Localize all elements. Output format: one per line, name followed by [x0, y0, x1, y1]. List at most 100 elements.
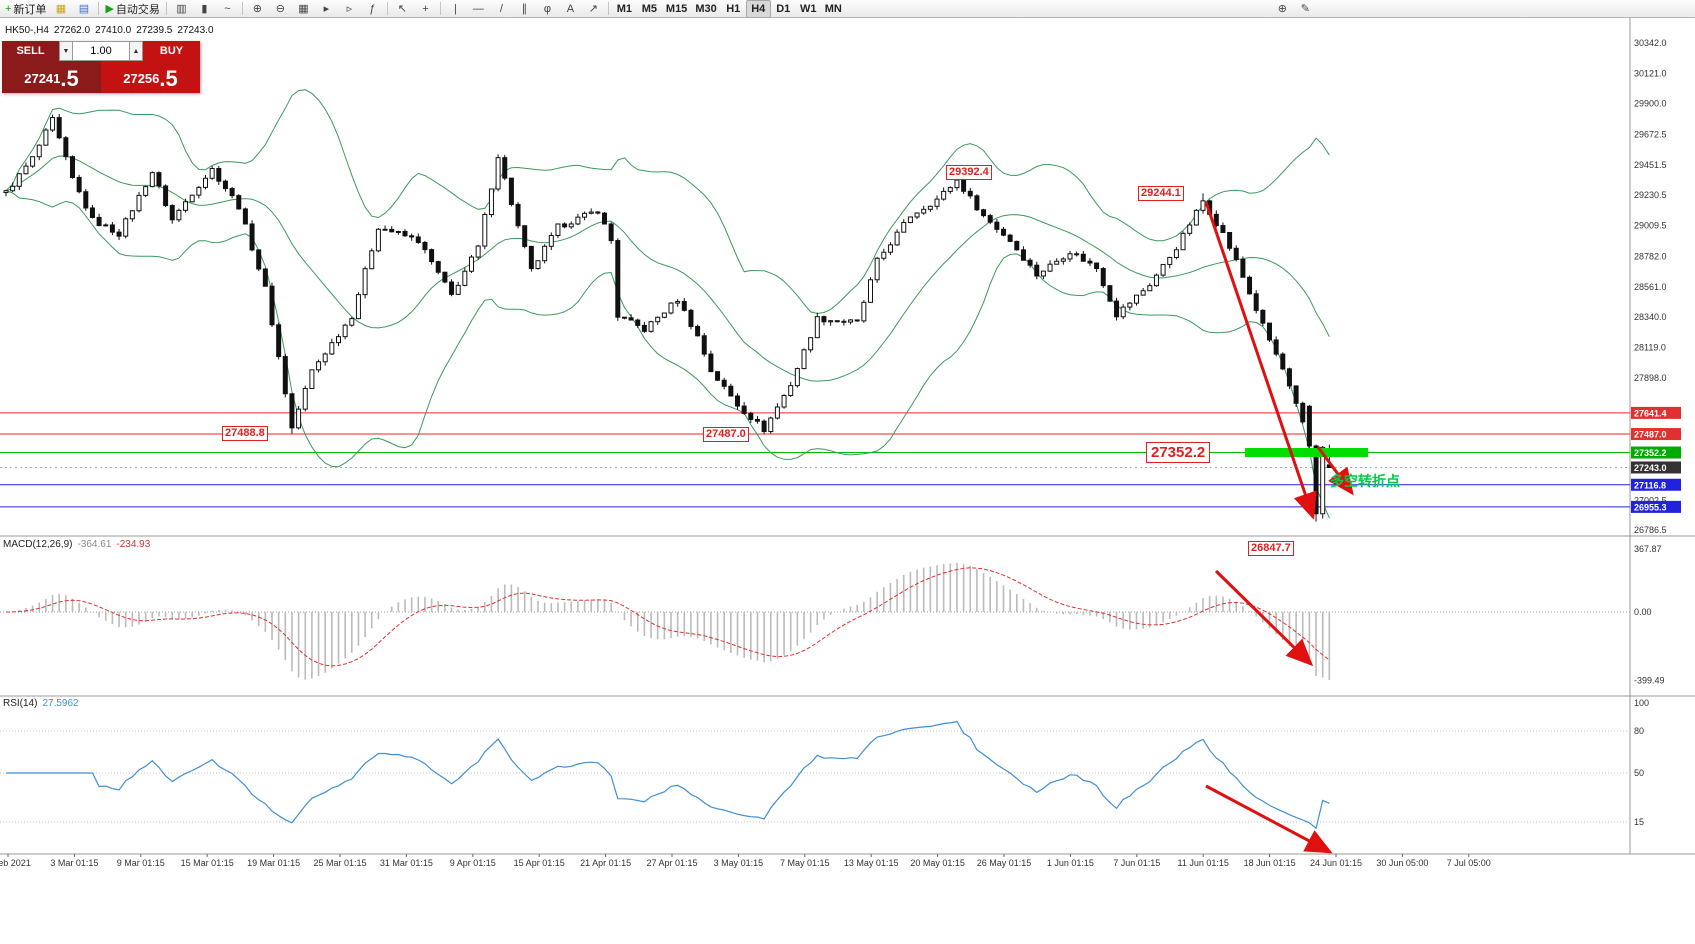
- timeframe-w1-button-label: W1: [799, 2, 817, 15]
- zoom-in-button[interactable]: ⊕: [246, 0, 269, 18]
- price-axis-tag-text: 27641.4: [1634, 408, 1667, 418]
- buy-price-display[interactable]: 27256.5: [101, 61, 200, 93]
- price-axis-tag: [1631, 478, 1681, 491]
- bar-chart-button[interactable]: ▥: [170, 0, 193, 18]
- new-order-button[interactable]: + 新订单: [2, 0, 49, 18]
- macd-axis-tick: 367.87: [1634, 544, 1662, 554]
- rsi-line: [6, 720, 1330, 830]
- profiles-button[interactable]: ▤: [72, 0, 95, 18]
- price-axis-tick: 26786.5: [1634, 525, 1667, 535]
- rsi-indicator-label: RSI(14) 27.5962: [3, 698, 79, 709]
- buy-price-pips: .5: [159, 66, 178, 91]
- volume-increase-button[interactable]: ▲: [129, 41, 143, 61]
- channel-icon: ∥: [521, 2, 528, 15]
- price-label-annotation[interactable]: 26847.7: [1248, 541, 1294, 556]
- price-label-annotation[interactable]: 29392.4: [946, 165, 992, 180]
- timeframe-d1-button[interactable]: D1: [771, 0, 796, 18]
- rsi-axis-tick: 15: [1634, 817, 1644, 827]
- toolbar-separator: [241, 2, 243, 15]
- cursor-button[interactable]: ↖: [391, 0, 414, 18]
- timeframe-h1-button[interactable]: H1: [721, 0, 746, 18]
- time-axis-label: 3 May 01:15: [714, 858, 764, 868]
- highlight-zone[interactable]: [1245, 448, 1368, 458]
- rsi-value: 27.5962: [42, 698, 79, 709]
- price-label-annotation[interactable]: 27488.8: [222, 426, 268, 441]
- buy-price-main: 27256: [123, 71, 160, 86]
- arrows-button[interactable]: ↗: [582, 0, 605, 18]
- sell-price-display[interactable]: 27241.5: [2, 61, 101, 93]
- text-button[interactable]: A: [559, 0, 582, 18]
- time-axis-label: 1 Jun 01:15: [1047, 858, 1094, 868]
- price-axis-tick: 28782.0: [1634, 252, 1667, 262]
- candlestick-chart-button[interactable]: ▮: [193, 0, 216, 18]
- time-axis-label: 15 Apr 01:15: [514, 858, 565, 868]
- fibonacci-button[interactable]: φ: [536, 0, 559, 18]
- timeframe-m1-button[interactable]: M1: [612, 0, 637, 18]
- time-axis-label: 9 Mar 01:15: [117, 858, 165, 868]
- price-axis[interactable]: [1630, 18, 1695, 854]
- price-axis-tag-text: 27243.0: [1634, 463, 1667, 473]
- price-axis-tick: 29451.5: [1634, 160, 1667, 170]
- trend-arrow-annotation[interactable]: [1214, 569, 1314, 667]
- price-axis-tick: 30121.0: [1634, 68, 1667, 78]
- tile-windows-button[interactable]: ▦: [292, 0, 315, 18]
- price-axis-tick: 29672.5: [1634, 130, 1667, 140]
- price-axis-tag: [1631, 500, 1681, 513]
- crosshair-button[interactable]: +: [414, 0, 437, 18]
- timeframe-d1-button-label: D1: [776, 2, 791, 15]
- timeframe-m5-button[interactable]: M5: [637, 0, 662, 18]
- horizontal-line-icon: —: [472, 2, 484, 15]
- zoom-out-button[interactable]: ⊖: [269, 0, 292, 18]
- price-axis-tag: [1631, 446, 1681, 459]
- trendline-button[interactable]: /: [490, 0, 513, 18]
- indicators-button[interactable]: ƒ: [361, 0, 384, 18]
- price-axis-tag-text: 27487.0: [1634, 430, 1667, 440]
- text-icon: A: [566, 2, 575, 15]
- auto-trading-icon: ▶: [105, 2, 114, 15]
- volume-decrease-button[interactable]: ▼: [59, 41, 73, 61]
- timeframe-m30-button-label: M30: [695, 2, 717, 15]
- auto-trading-button[interactable]: ▶ 自动交易: [102, 0, 162, 18]
- timeframe-mn-button[interactable]: MN: [821, 0, 846, 18]
- time-axis-label: 7 Jul 05:00: [1447, 858, 1491, 868]
- time-axis-label: 25 Mar 01:15: [313, 858, 366, 868]
- time-axis-label: 13 May 01:15: [844, 858, 899, 868]
- channel-button[interactable]: ∥: [513, 0, 536, 18]
- sell-button[interactable]: SELL: [2, 41, 59, 61]
- line-chart-button[interactable]: ~: [216, 0, 239, 18]
- price-axis-tag-text: 27352.2: [1634, 448, 1667, 458]
- trend-arrow-annotation[interactable]: [1205, 784, 1333, 854]
- chart-shift-button[interactable]: ▹: [338, 0, 361, 18]
- timeframe-m30-button[interactable]: M30: [691, 0, 720, 18]
- timeframe-w1-button[interactable]: W1: [796, 0, 821, 18]
- rsi-axis-tick: 80: [1634, 726, 1644, 736]
- toolbar-separator: [386, 2, 388, 15]
- trend-arrow-annotation[interactable]: [1204, 201, 1317, 520]
- candlestick-chart-icon: ▮: [201, 2, 208, 15]
- timeframe-h4-button[interactable]: H4: [745, 0, 771, 18]
- price-label-annotation[interactable]: 27352.2: [1146, 442, 1211, 463]
- price-label-annotation[interactable]: 27487.0: [703, 427, 749, 442]
- price-label-annotation[interactable]: 29244.1: [1138, 186, 1184, 201]
- magnifier-button[interactable]: ⊕: [1271, 0, 1294, 18]
- timeframe-m15-button[interactable]: M15: [662, 0, 691, 18]
- horizontal-line-button[interactable]: —: [467, 0, 490, 18]
- toolbar: + 新订单 ▦ ▤ ▶ 自动交易 ▥ ▮ ~ ⊕ ⊖ ▦ ▸ ▹ ƒ ↖ + | — / ∥ φ A ↗ M1 M5 M15 M30 H…: [0, 0, 1695, 18]
- zoom-out-icon: ⊖: [275, 2, 286, 15]
- vertical-line-button[interactable]: |: [444, 0, 467, 18]
- auto-scroll-button[interactable]: ▸: [315, 0, 338, 18]
- close-value: 27243.0: [177, 25, 214, 36]
- fibonacci-icon: φ: [543, 2, 551, 15]
- time-axis-label: 27 Apr 01:15: [646, 858, 697, 868]
- edit-pencil-button[interactable]: ✎: [1294, 0, 1317, 18]
- time-axis[interactable]: [0, 854, 1630, 870]
- chart-window-button[interactable]: ▦: [49, 0, 72, 18]
- price-axis-tag: [1631, 461, 1681, 474]
- buy-button[interactable]: BUY: [143, 41, 200, 61]
- volume-input[interactable]: [73, 41, 129, 61]
- toolbar-separator: [98, 2, 100, 15]
- price-axis-tick: 27898.0: [1634, 373, 1667, 383]
- trend-arrow-annotation[interactable]: [1316, 446, 1354, 496]
- one-click-trading-panel: SELL ▼ ▲ BUY 27241.5 27256.5: [2, 41, 200, 93]
